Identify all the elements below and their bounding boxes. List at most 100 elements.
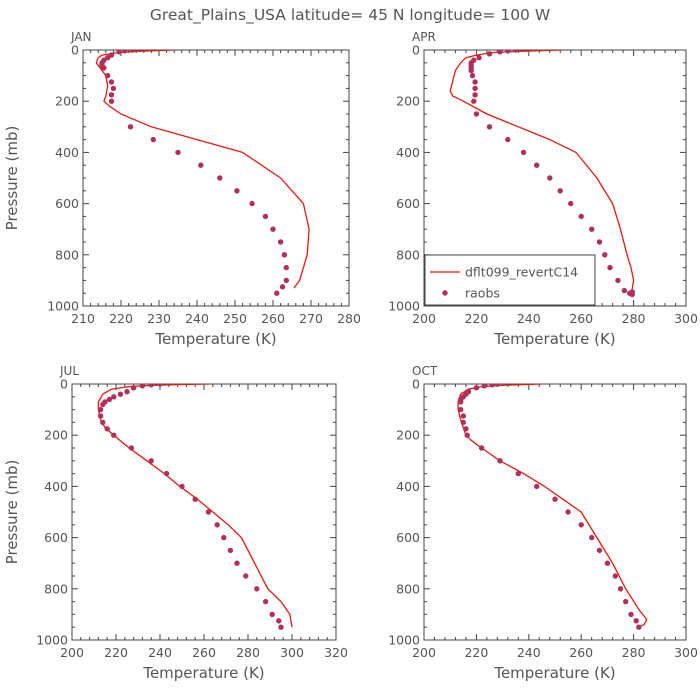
x-tick-label: 270 — [299, 311, 323, 326]
obs-point — [105, 72, 111, 79]
y-tick-label: 800 — [55, 247, 79, 262]
panel-title-oct: OCT — [412, 364, 438, 378]
obs-point — [534, 483, 540, 490]
series-line-model — [97, 384, 293, 628]
obs-point — [568, 200, 574, 207]
x-tick-label: 260 — [569, 311, 593, 326]
y-tick-label: 400 — [44, 479, 68, 494]
obs-point — [243, 573, 249, 579]
obs-point — [636, 624, 642, 630]
y-tick-label: 600 — [396, 196, 420, 211]
obs-point — [473, 111, 480, 117]
obs-point — [596, 547, 603, 554]
obs-point — [497, 50, 503, 55]
legend-box — [424, 254, 596, 306]
y-tick-label: 200 — [55, 94, 79, 109]
obs-point — [124, 389, 130, 395]
panel-apr: 200 220 240 260 280 300 0 200 400 600 800 1000 APR Te… — [388, 30, 698, 348]
y-tick-label: 600 — [44, 530, 68, 545]
obs-point — [281, 252, 288, 258]
obs-point — [494, 384, 501, 387]
y-tick-label: 0 — [412, 377, 420, 392]
obs-point — [469, 72, 476, 79]
x-tick-label: 250 — [223, 311, 247, 326]
obs-point — [534, 162, 540, 168]
obs-point — [108, 79, 115, 85]
obs-point — [468, 67, 474, 74]
panel-jul: 200 220 240 260 280 300 320 0 200 400 600 800 1000 JU… — [3, 364, 348, 682]
x-axis-label: Temperature (K) — [154, 330, 276, 348]
obs-point — [128, 445, 135, 451]
obs-point — [458, 406, 464, 413]
obs-point — [604, 560, 611, 566]
y-tick-label: 1000 — [388, 299, 420, 314]
obs-point — [101, 65, 107, 71]
obs-point — [473, 385, 480, 391]
obs-point — [602, 252, 608, 258]
y-axis-label: Pressure (mb) — [3, 126, 21, 231]
obs-point — [127, 124, 134, 130]
obs-point — [557, 188, 563, 194]
panel-title-jul: JUL — [59, 364, 79, 378]
obs-point — [198, 162, 204, 168]
obs-point — [623, 598, 629, 605]
y-tick-label: 400 — [55, 145, 79, 160]
x-tick-label: 220 — [109, 311, 133, 326]
obs-point — [489, 384, 495, 388]
panels: 210 220 230 240 250 260 270 280 0 200 400 600 800 100… — [3, 30, 698, 682]
obs-point — [100, 419, 106, 426]
obs-point — [108, 52, 115, 58]
obs-point — [108, 98, 115, 104]
y-axis-label: Pressure (mb) — [3, 460, 21, 565]
panel-title-jan: JAN — [70, 30, 92, 44]
y-tick-label: 0 — [60, 377, 68, 392]
obs-point — [464, 432, 470, 438]
x-tick-label: 260 — [261, 311, 285, 326]
plot-area — [97, 384, 293, 630]
obs-point — [117, 391, 124, 397]
x-tick-label: 210 — [71, 311, 95, 326]
obs-point — [547, 175, 553, 181]
x-axis-label: Temperature (K) — [142, 664, 264, 682]
obs-point — [175, 149, 181, 156]
y-tick-label: 800 — [396, 247, 420, 262]
obs-point — [254, 586, 260, 592]
obs-point — [205, 509, 212, 515]
obs-point — [617, 586, 624, 592]
obs-point — [472, 85, 478, 92]
obs-point — [607, 264, 613, 271]
x-tick-label: 320 — [324, 645, 348, 660]
y-tick-label: 1000 — [36, 633, 68, 648]
obs-point — [486, 51, 493, 57]
obs-point — [122, 50, 128, 54]
x-tick-label: 300 — [674, 311, 698, 326]
obs-point — [460, 419, 466, 426]
obs-point — [615, 277, 621, 284]
y-tick-label: 400 — [396, 479, 420, 494]
obs-point — [472, 79, 478, 85]
obs-point — [157, 384, 163, 387]
obs-point — [148, 458, 154, 464]
obs-point — [249, 200, 255, 207]
obs-point — [552, 496, 558, 502]
plot-area — [449, 50, 635, 298]
obs-point — [628, 611, 634, 618]
obs-point — [278, 624, 284, 630]
obs-point — [481, 384, 487, 389]
x-tick-label: 280 — [337, 311, 361, 326]
obs-point — [227, 547, 234, 554]
x-tick-label: 280 — [236, 645, 260, 660]
obs-point — [279, 284, 286, 290]
y-tick-label: 200 — [396, 428, 420, 443]
plot-area — [457, 384, 648, 630]
obs-point — [192, 496, 198, 502]
x-tick-label: 200 — [412, 311, 436, 326]
obs-point — [262, 213, 269, 220]
obs-point — [150, 136, 156, 143]
x-tick-label: 200 — [412, 645, 436, 660]
obs-point — [471, 98, 477, 104]
x-tick-label: 280 — [622, 311, 646, 326]
obs-point — [262, 598, 269, 605]
obs-point — [463, 426, 469, 432]
